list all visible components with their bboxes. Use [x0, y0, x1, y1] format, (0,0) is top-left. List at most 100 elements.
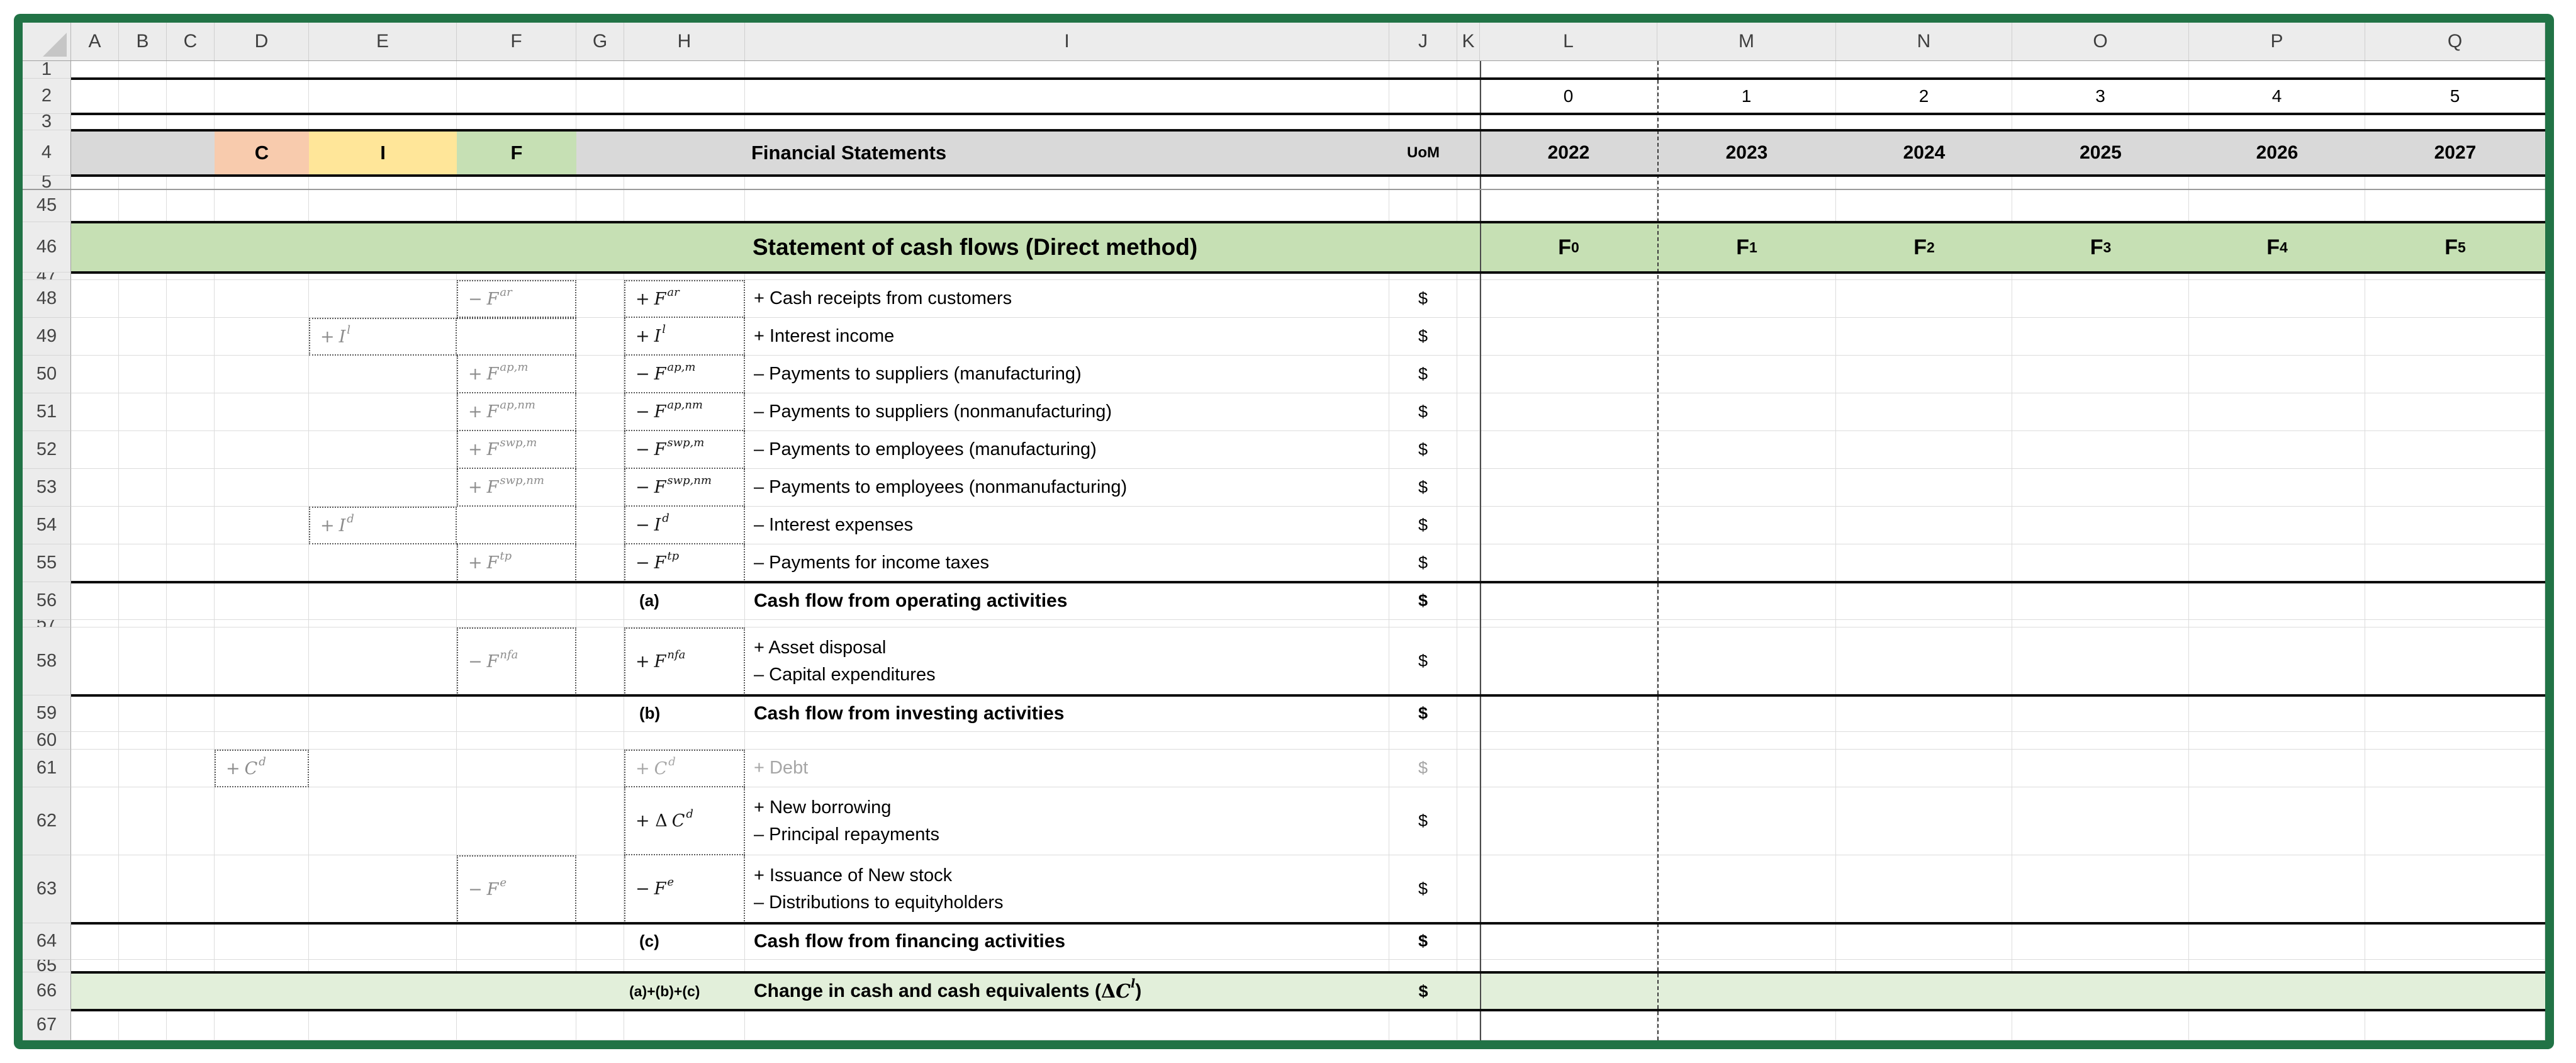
row-header-48[interactable]: 48 — [23, 280, 71, 318]
cell-Q60[interactable] — [2365, 732, 2545, 750]
cell-C67[interactable] — [167, 1010, 215, 1040]
cell-I63[interactable]: + Issuance of New stock – Distributions t… — [745, 855, 1389, 923]
cell-B5[interactable] — [119, 176, 167, 189]
cell-Q49[interactable] — [2365, 318, 2545, 356]
cell-I3[interactable] — [745, 114, 1389, 130]
cell-F45[interactable] — [457, 189, 576, 222]
cell-C4[interactable] — [167, 130, 215, 176]
cell-C55[interactable] — [167, 544, 215, 582]
column-header-M[interactable]: M — [1657, 23, 1836, 60]
cell-C56[interactable] — [167, 582, 215, 620]
cell-H66[interactable]: (a)+(b)+(c) — [624, 972, 745, 1010]
cell-C49[interactable] — [167, 318, 215, 356]
cell-B53[interactable] — [119, 469, 167, 507]
cell-C5[interactable] — [167, 176, 215, 189]
cell-G53[interactable] — [576, 469, 624, 507]
cell-N1[interactable] — [1836, 61, 2012, 79]
cell-N53[interactable] — [1836, 469, 2012, 507]
cell-B62[interactable] — [119, 787, 167, 855]
cell-O1[interactable] — [2012, 61, 2189, 79]
cell-E58[interactable] — [309, 627, 457, 695]
cell-N65[interactable] — [1836, 960, 2012, 972]
cell-I46[interactable]: Statement of cash flows (Direct method) — [745, 222, 1389, 273]
cell-C60[interactable] — [167, 732, 215, 750]
cell-P45[interactable] — [2189, 189, 2365, 222]
cell-B50[interactable] — [119, 356, 167, 393]
cell-I55[interactable]: – Payments for income taxes — [745, 544, 1389, 582]
cell-A48[interactable] — [71, 280, 119, 318]
cell-J48[interactable]: $ — [1389, 280, 1457, 318]
column-header-E[interactable]: E — [309, 23, 457, 60]
cell-K47[interactable] — [1457, 273, 1480, 280]
cell-Q50[interactable] — [2365, 356, 2545, 393]
cell-B56[interactable] — [119, 582, 167, 620]
cell-N2[interactable]: 2 — [1836, 79, 2012, 114]
cell-D47[interactable] — [215, 273, 309, 280]
cell-E62[interactable] — [309, 787, 457, 855]
cell-J52[interactable]: $ — [1389, 431, 1457, 469]
cell-J4[interactable]: UoM — [1389, 130, 1457, 176]
cell-A45[interactable] — [71, 189, 119, 222]
cell-O50[interactable] — [2012, 356, 2189, 393]
cell-B65[interactable] — [119, 960, 167, 972]
cell-M45[interactable] — [1657, 189, 1836, 222]
cell-B64[interactable] — [119, 923, 167, 960]
cell-K62[interactable] — [1457, 787, 1480, 855]
cell-N57[interactable] — [1836, 620, 2012, 627]
cell-Q4[interactable]: 2027 — [2365, 130, 2545, 176]
cell-B45[interactable] — [119, 189, 167, 222]
cell-L52[interactable] — [1480, 431, 1657, 469]
cell-E60[interactable] — [309, 732, 457, 750]
cell-M67[interactable] — [1657, 1010, 1836, 1040]
cell-M48[interactable] — [1657, 280, 1836, 318]
cell-A3[interactable] — [71, 114, 119, 130]
cell-K66[interactable] — [1457, 972, 1480, 1010]
cell-L47[interactable] — [1480, 273, 1657, 280]
cell-J3[interactable] — [1389, 114, 1457, 130]
cell-E52[interactable] — [309, 431, 457, 469]
cell-F57[interactable] — [457, 620, 576, 627]
cell-O65[interactable] — [2012, 960, 2189, 972]
cell-O62[interactable] — [2012, 787, 2189, 855]
cell-B57[interactable] — [119, 620, 167, 627]
cell-Q64[interactable] — [2365, 923, 2545, 960]
cell-O58[interactable] — [2012, 627, 2189, 695]
cell-I65[interactable] — [745, 960, 1389, 972]
cell-A57[interactable] — [71, 620, 119, 627]
cell-M4[interactable]: 2023 — [1657, 130, 1836, 176]
cell-J53[interactable]: $ — [1389, 469, 1457, 507]
cell-K51[interactable] — [1457, 393, 1480, 431]
cell-K64[interactable] — [1457, 923, 1480, 960]
cell-P51[interactable] — [2189, 393, 2365, 431]
cell-P52[interactable] — [2189, 431, 2365, 469]
cell-P4[interactable]: 2026 — [2189, 130, 2365, 176]
cell-G64[interactable] — [576, 923, 624, 960]
cell-G65[interactable] — [576, 960, 624, 972]
cell-C62[interactable] — [167, 787, 215, 855]
cell-O67[interactable] — [2012, 1010, 2189, 1040]
cell-G50[interactable] — [576, 356, 624, 393]
cell-I60[interactable] — [745, 732, 1389, 750]
cell-H45[interactable] — [624, 189, 745, 222]
cell-P66[interactable] — [2189, 972, 2365, 1010]
cell-K48[interactable] — [1457, 280, 1480, 318]
cell-P58[interactable] — [2189, 627, 2365, 695]
cell-G60[interactable] — [576, 732, 624, 750]
cell-G57[interactable] — [576, 620, 624, 627]
cell-K46[interactable] — [1457, 222, 1480, 273]
cell-Q1[interactable] — [2365, 61, 2545, 79]
cell-C48[interactable] — [167, 280, 215, 318]
cell-G54[interactable] — [576, 507, 624, 544]
cell-O54[interactable] — [2012, 507, 2189, 544]
cell-P65[interactable] — [2189, 960, 2365, 972]
cell-O60[interactable] — [2012, 732, 2189, 750]
cell-F46[interactable] — [457, 222, 576, 273]
cell-M60[interactable] — [1657, 732, 1836, 750]
cell-M53[interactable] — [1657, 469, 1836, 507]
cell-G67[interactable] — [576, 1010, 624, 1040]
cell-O45[interactable] — [2012, 189, 2189, 222]
